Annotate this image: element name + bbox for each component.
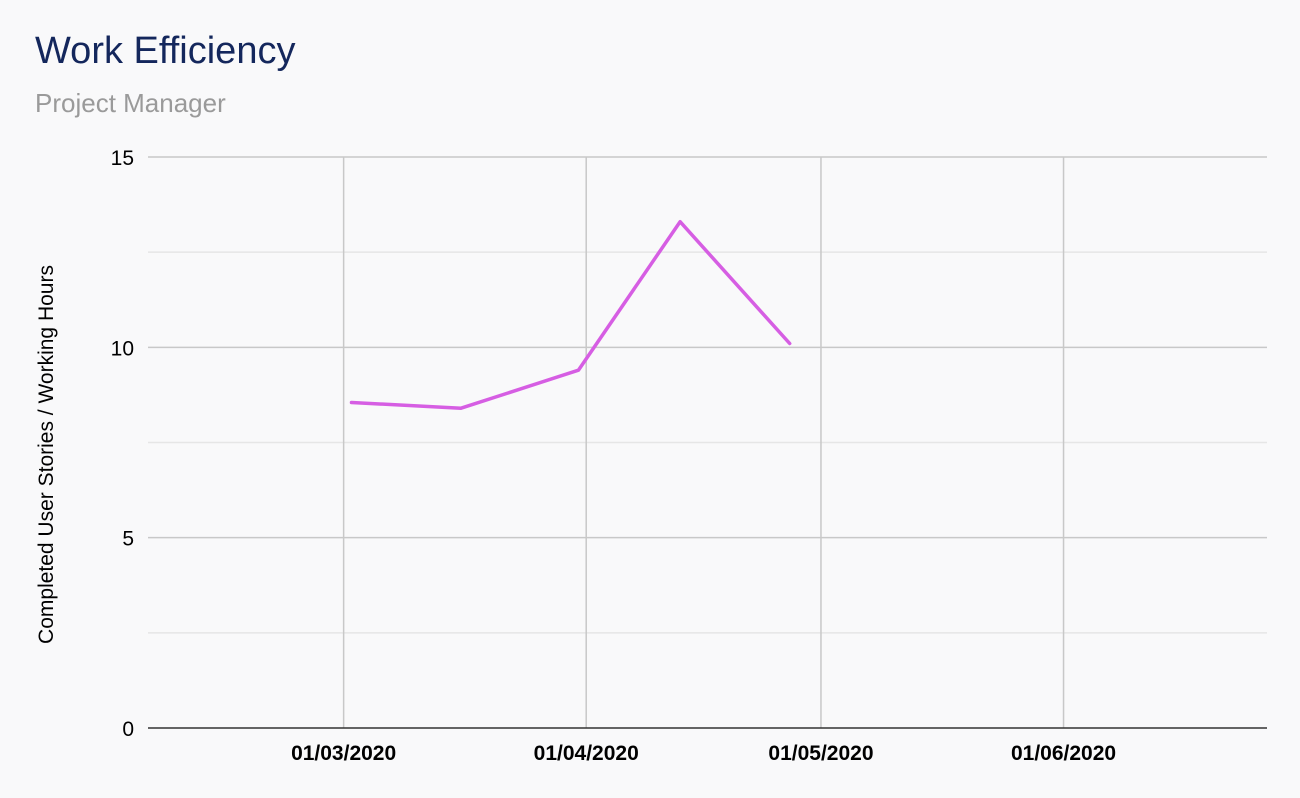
minor-gridlines <box>148 251 1267 634</box>
x-gridlines <box>342 157 1065 728</box>
x-tick-label: 01/05/2020 <box>768 742 873 765</box>
chart-subtitle: Project Manager <box>35 88 226 118</box>
x-tick-label: 01/06/2020 <box>1011 742 1116 765</box>
y-tick-label: 0 <box>122 718 134 741</box>
y-tick-label: 10 <box>111 337 134 360</box>
major-gridlines <box>148 156 1267 539</box>
x-tick-label: 01/04/2020 <box>534 742 639 765</box>
y-tick-labels: 0 5 10 15 <box>111 147 134 741</box>
y-tick-label: 15 <box>111 147 134 170</box>
y-tick-label: 5 <box>122 528 134 551</box>
series-lines <box>349 219 792 410</box>
x-tick-labels: 01/03/2020 01/04/2020 01/05/2020 01/06/2020 <box>291 742 1116 765</box>
x-tick-label: 01/03/2020 <box>291 742 396 765</box>
y-axis-label: Completed User Stories / Working Hours <box>35 265 58 644</box>
series-line <box>349 219 792 410</box>
chart-title: Work Efficiency <box>35 30 296 72</box>
